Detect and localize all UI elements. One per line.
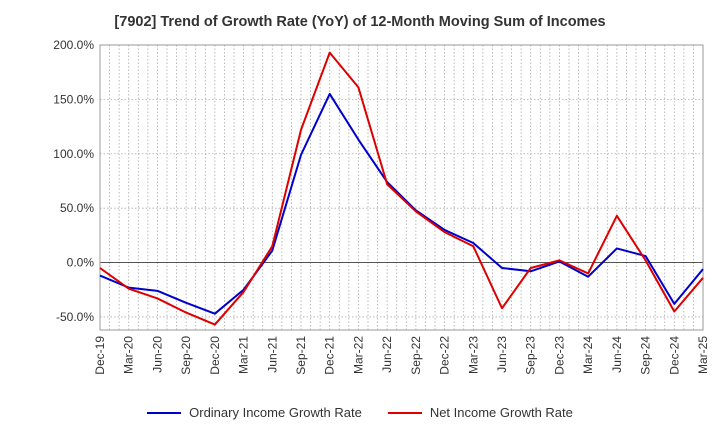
series-line-ordinary-income	[99, 92, 704, 315]
legend-swatch-net-income	[387, 411, 422, 414]
x-tick-label: Jun-20	[150, 336, 164, 373]
x-tick-label: Mar-24	[581, 336, 595, 374]
x-tick-label: Jun-23	[495, 336, 509, 373]
x-tick-label: Jun-22	[380, 336, 394, 373]
y-tick-label: 100.0%	[53, 147, 94, 161]
x-tick-label: Mar-25	[696, 336, 710, 374]
x-tick-label: Jun-21	[265, 336, 279, 373]
chart-title: [7902] Trend of Growth Rate (YoY) of 12-…	[114, 14, 606, 30]
legend-label-ordinary-income: Ordinary Income Growth Rate	[189, 405, 362, 420]
y-tick-label: 0.0%	[67, 256, 95, 270]
x-tick-label: Mar-21	[237, 336, 251, 374]
y-tick-label: -50.0%	[56, 310, 94, 324]
x-tick-label: Mar-23	[466, 336, 480, 374]
x-tick-label: Sep-23	[524, 336, 538, 375]
series-line-net-income	[99, 51, 704, 326]
x-tick-label: Mar-20	[122, 336, 136, 374]
y-tick-label: 50.0%	[60, 201, 94, 215]
legend-item-net-income: Net Income Growth Rate	[387, 405, 573, 420]
x-tick-label: Sep-24	[639, 336, 653, 375]
axis-layer	[99, 44, 704, 331]
grid-layer	[100, 44, 703, 330]
chart-legend: Ordinary Income Growth Rate Net Income G…	[0, 405, 720, 420]
series-layer	[99, 51, 704, 326]
label-layer: 200.0% 150.0% 100.0% 50.0% 0.0% -50.0% Dec-19 M…	[53, 38, 710, 375]
x-tick-label: Sep-21	[294, 336, 308, 375]
x-tick-label: Sep-22	[409, 336, 423, 375]
x-tick-label: Dec-24	[667, 336, 681, 375]
y-tick-label: 150.0%	[53, 92, 94, 106]
x-tick-label: Dec-23	[552, 336, 566, 375]
x-tick-label: Dec-19	[93, 336, 107, 375]
legend-swatch-ordinary-income	[147, 411, 182, 414]
y-tick-label: 200.0%	[53, 38, 94, 52]
legend-item-ordinary-income: Ordinary Income Growth Rate	[147, 405, 362, 420]
plot-frame	[99, 44, 704, 331]
x-tick-label: Dec-20	[208, 336, 222, 375]
x-tick-label: Sep-20	[179, 336, 193, 375]
x-tick-label: Jun-24	[610, 336, 624, 373]
legend-label-net-income: Net Income Growth Rate	[429, 405, 573, 420]
x-tick-label: Dec-21	[323, 336, 337, 375]
x-tick-label: Mar-22	[351, 336, 365, 374]
x-tick-label: Dec-22	[438, 336, 452, 375]
